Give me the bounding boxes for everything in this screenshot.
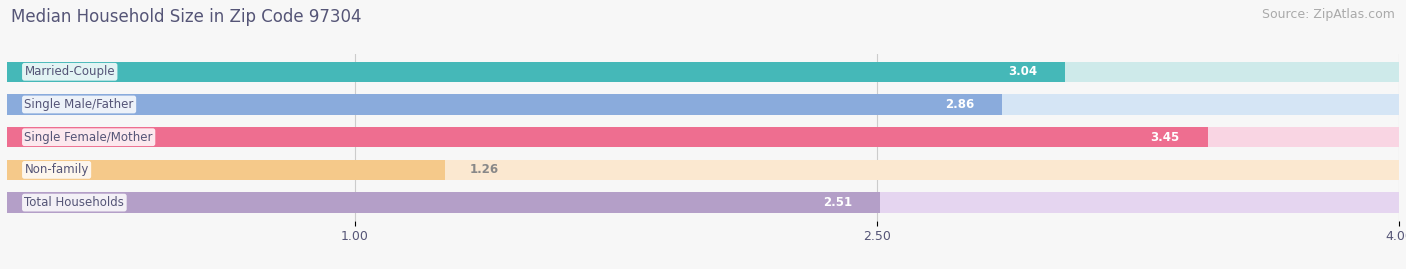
Bar <box>7 192 880 213</box>
Text: Non-family: Non-family <box>24 163 89 176</box>
Text: Source: ZipAtlas.com: Source: ZipAtlas.com <box>1261 8 1395 21</box>
Text: 1.26: 1.26 <box>470 163 499 176</box>
Text: 2.86: 2.86 <box>945 98 974 111</box>
Bar <box>7 127 1208 147</box>
Bar <box>7 94 1002 115</box>
Text: Total Households: Total Households <box>24 196 124 209</box>
Bar <box>7 127 1399 147</box>
Text: Married-Couple: Married-Couple <box>24 65 115 78</box>
Text: Single Female/Mother: Single Female/Mother <box>24 131 153 144</box>
Text: 3.45: 3.45 <box>1150 131 1180 144</box>
Bar <box>7 94 1399 115</box>
Text: Median Household Size in Zip Code 97304: Median Household Size in Zip Code 97304 <box>11 8 361 26</box>
Text: Single Male/Father: Single Male/Father <box>24 98 134 111</box>
Bar <box>7 160 1399 180</box>
Bar <box>7 62 1064 82</box>
Bar <box>7 62 1399 82</box>
Bar <box>7 192 1399 213</box>
Text: 3.04: 3.04 <box>1008 65 1038 78</box>
Text: 2.51: 2.51 <box>824 196 852 209</box>
Bar <box>7 160 446 180</box>
